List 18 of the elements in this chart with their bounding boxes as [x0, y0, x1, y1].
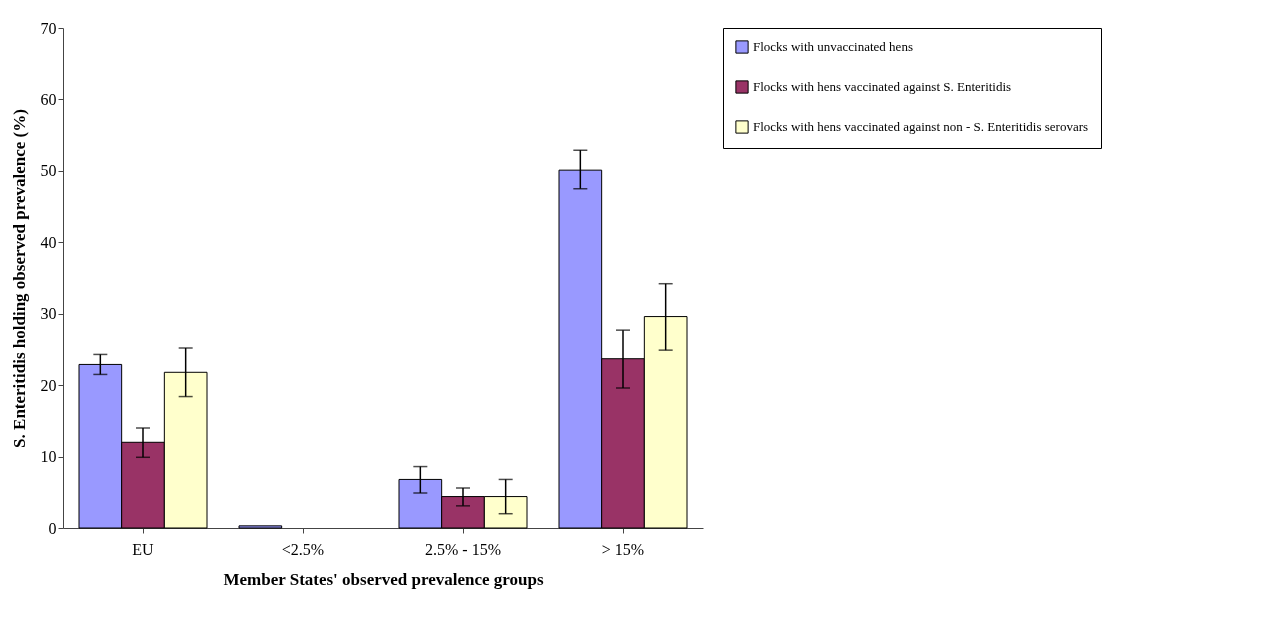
y-tick-label: 10 [40, 448, 57, 466]
x-axis-title: Member States' observed prevalence groups [223, 569, 544, 589]
bar [238, 525, 283, 529]
x-tick-label: EU [132, 540, 155, 558]
x-tick-label: 2.5% - 15% [425, 540, 501, 558]
y-axis-title: S. Enteritidis holding observed prevalence (%) [9, 109, 29, 448]
x-tick-label: <2.5% [281, 540, 325, 558]
y-tick-label: 70 [40, 19, 57, 37]
y-tick-label: 40 [40, 233, 57, 251]
legend-label: Flocks with hens vaccinated against non - S. Enteritidis serovars [753, 119, 1089, 134]
legend-label: Flocks with unvaccinated hens [753, 39, 913, 54]
y-tick-label: 20 [40, 376, 57, 394]
y-tick-label: 0 [48, 519, 57, 537]
y-tick-label: 60 [40, 90, 57, 108]
y-tick-label: 30 [40, 305, 57, 323]
legend-label: Flocks with hens vaccinated against S. Enteritidis [753, 79, 1012, 94]
x-tick-label: > 15% [601, 540, 645, 558]
y-tick-label: 50 [40, 162, 57, 180]
